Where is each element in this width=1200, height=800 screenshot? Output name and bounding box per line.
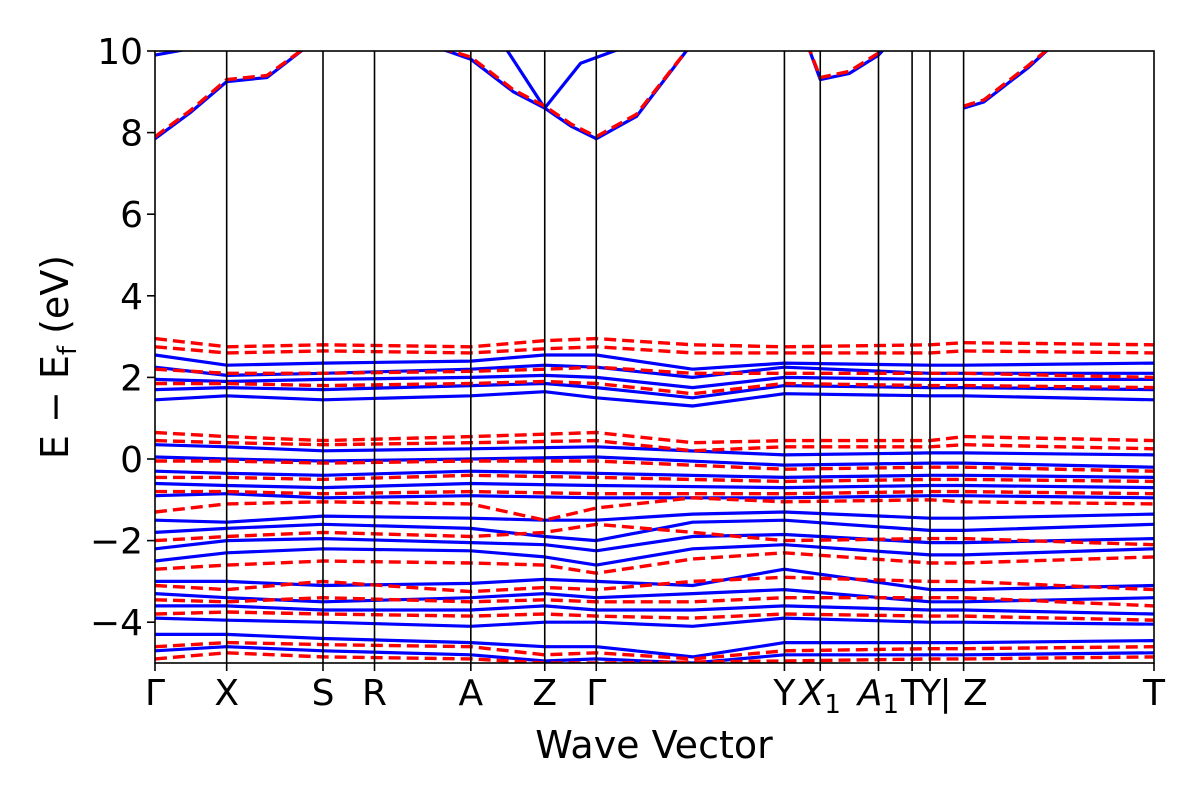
dashed-band-1 (444, 51, 689, 139)
y-tick-label: 0 (120, 440, 143, 481)
kpoint-label: A (459, 673, 484, 714)
x-axis-title: Wave Vector (535, 723, 773, 767)
y-tick-label: 8 (120, 114, 143, 155)
y-tick-label: 2 (120, 358, 143, 399)
kpoint-label: T (1142, 673, 1166, 714)
solid-band-3 (505, 51, 619, 110)
kpoint-label: A1 (856, 673, 899, 720)
kpoint-label: X (214, 673, 239, 714)
kpoint-lines (225, 51, 965, 663)
kpoint-label: Γ (145, 673, 165, 714)
kpoint-label: T (900, 673, 924, 714)
dashed-band-2 (808, 51, 884, 80)
y-tick-label: −4 (90, 603, 143, 644)
kpoint-label: | Z (939, 673, 987, 714)
y-tick-label: 6 (120, 195, 143, 236)
plot-background (155, 51, 1154, 663)
y-axis-title: E − Ef (eV) (33, 255, 83, 459)
kpoint-label: R (362, 673, 387, 714)
dashed-band-8 (155, 430, 1154, 445)
dashed-band-3 (963, 51, 1049, 108)
dashed-band-20 (155, 651, 1154, 663)
kpoint-label: X1 (798, 673, 841, 720)
y-tick-label: 10 (97, 32, 143, 73)
kpoint-label: S (312, 673, 335, 714)
plot-frame (154, 50, 1155, 664)
dashed-band-13 (155, 496, 1154, 522)
kpoint-label: Y (772, 673, 796, 714)
kpoint-label: Y (918, 673, 942, 714)
y-tick-label: −2 (90, 522, 143, 563)
y-axis: −4 −2 0 2 4 6 8 10 (90, 32, 155, 644)
solid-band-1 (155, 51, 187, 57)
kpoint-label: Γ (586, 673, 606, 714)
dashed-band-9 (155, 438, 1154, 453)
y-tick-label: 4 (120, 277, 143, 318)
kpoint-label: Z (532, 673, 557, 714)
